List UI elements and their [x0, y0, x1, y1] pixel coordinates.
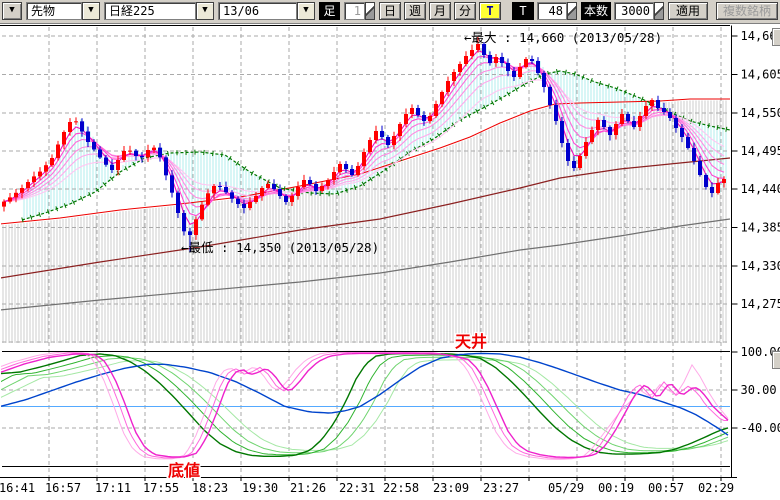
time-axis-label: 18:23 — [192, 481, 228, 495]
bars-spinner[interactable] — [654, 2, 664, 20]
green-ma-line — [21, 70, 730, 221]
candles-layer — [2, 37, 726, 252]
contract-month-field[interactable]: 13/06 — [218, 2, 297, 20]
right-edge-handle-mid[interactable] — [772, 351, 780, 369]
axes — [0, 25, 738, 481]
apply-button[interactable]: 適用 — [668, 2, 708, 20]
axis-labels: 14,660 14,605 14,550 14,495 14,440 14,385 14,3… — [0, 29, 780, 495]
time-axis-label: 23:27 — [483, 481, 519, 495]
period-minute-button[interactable]: 分 — [454, 2, 476, 20]
tick-label: T — [512, 2, 534, 20]
time-axis-label: 05/29 — [548, 481, 584, 495]
multi-symbol-button[interactable]: 複数銘柄 — [716, 2, 778, 20]
interval-value-field[interactable]: 1 — [344, 2, 365, 20]
price-axis-label: 14,660 — [741, 29, 780, 43]
contract-month-dropdown-icon[interactable]: ▼ — [297, 2, 315, 20]
rci-panel — [1, 350, 730, 460]
symbol-dropdown-icon[interactable]: ▼ — [196, 2, 214, 20]
period-day-button[interactable]: 日 — [379, 2, 401, 20]
time-axis-label: 17:11 — [95, 481, 131, 495]
time-axis-label: 21:26 — [290, 481, 326, 495]
price-axis-label: 14,605 — [741, 68, 780, 82]
bottom-annotation: 底値 — [168, 461, 200, 480]
min-price-annotation: ←最低 : 14,350 (2013/05/28) — [181, 240, 379, 255]
price-axis-label: 14,275 — [741, 297, 780, 311]
max-price-annotation: ←最大 : 14,660 (2013/05/28) — [464, 30, 662, 45]
instrument-type-field[interactable]: 先物 — [26, 2, 82, 20]
toolbar: ▼ 先物 ▼ 日経225 ▼ 13/06 ▼ 足 1 日 週 月 分 T T 4… — [0, 0, 780, 24]
rci-green-light1 — [1, 354, 729, 456]
rci-green-light3 — [1, 359, 729, 451]
price-axis-label: 14,495 — [741, 144, 780, 158]
price-axis-label: 14,385 — [741, 221, 780, 235]
right-edge-handle-top[interactable] — [772, 28, 780, 46]
symbol-field[interactable]: 日経225 — [104, 2, 196, 20]
time-axis-label: 16:41 — [0, 481, 35, 495]
time-axis-label: 19:30 — [242, 481, 278, 495]
rci-pink-main — [1, 352, 729, 459]
price-axis-label: 14,330 — [741, 259, 780, 273]
time-axis-label: 02:29 — [698, 481, 734, 495]
rci-axis-label: 30.00 — [741, 383, 777, 397]
period-tick-button[interactable]: T — [479, 2, 501, 20]
time-axis-label: 22:58 — [383, 481, 419, 495]
annotations: ←最大 : 14,660 (2013/05/28) ←最低 : 14,350 (2… — [167, 30, 662, 481]
price-axis-label: 14,440 — [741, 182, 780, 196]
rci-pink-mid — [1, 351, 728, 459]
tick-value-field[interactable]: 48 — [537, 2, 567, 20]
rci-green-main — [1, 352, 729, 457]
time-axis-label: 16:57 — [45, 481, 81, 495]
ashi-label: 足 — [319, 2, 340, 20]
period-month-button[interactable]: 月 — [429, 2, 451, 20]
time-axis-label: 00:19 — [598, 481, 634, 495]
time-axis-label: 22:31 — [339, 481, 375, 495]
interval-spinner[interactable] — [365, 2, 375, 20]
time-axis-label: 23:09 — [433, 481, 469, 495]
tick-spinner[interactable] — [567, 2, 577, 20]
gridlines — [2, 27, 730, 477]
bars-value-field[interactable]: 3000 — [614, 2, 654, 20]
ceiling-annotation: 天井 — [455, 332, 487, 351]
rci-axis-label: -40.00 — [741, 421, 780, 435]
bars-label: 本数 — [581, 2, 611, 20]
instrument-type-dropdown-icon[interactable]: ▼ — [82, 2, 100, 20]
price-axis-label: 14,550 — [741, 106, 780, 120]
chart-menu-dropdown[interactable]: ▼ — [2, 2, 22, 20]
rci-axis-label: 100.00 — [741, 345, 780, 359]
period-week-button[interactable]: 週 — [404, 2, 426, 20]
time-axis-label: 00:57 — [648, 481, 684, 495]
rci-blue — [1, 352, 729, 436]
time-axis-label: 17:55 — [143, 481, 179, 495]
